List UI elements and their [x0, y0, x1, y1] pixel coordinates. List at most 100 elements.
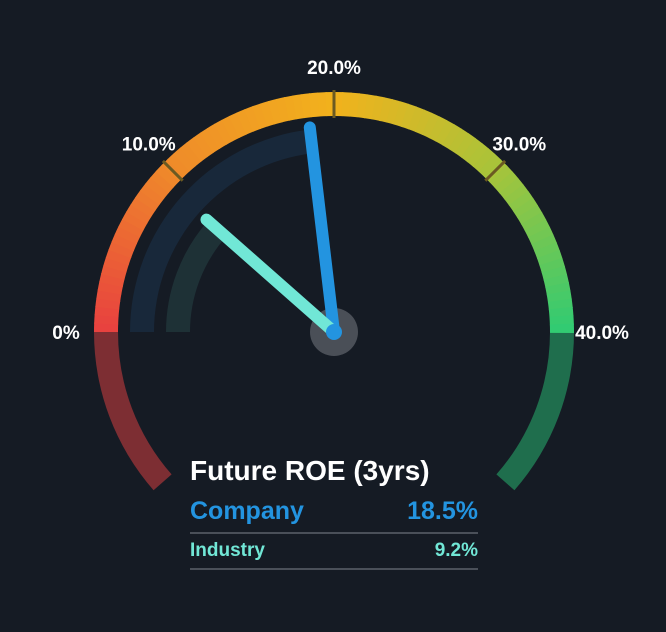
scale-arc-segment [414, 109, 433, 136]
scale-arc-segment [101, 264, 127, 280]
scale-arc-segment [144, 176, 170, 200]
scale-arc-segment [105, 249, 132, 266]
legend-row-company: Company 18.5% [190, 490, 478, 534]
legend-row-industry: Industry 9.2% [190, 534, 478, 570]
scale-arc-segment [371, 95, 385, 121]
scale-arc-segment [539, 257, 565, 274]
lower-right-arc [496, 332, 574, 491]
industry-value: 9.2% [434, 540, 478, 561]
scale-arc-segment [135, 190, 160, 212]
scale-arc-segment [524, 219, 551, 239]
scale-arc-segment [448, 128, 470, 154]
scale-arc-segment [221, 115, 241, 142]
scale-arc-segment [393, 101, 410, 127]
gauge-lower-arcs [94, 332, 574, 491]
gauge-tick-marks [161, 90, 507, 182]
scale-arc-segment [111, 233, 138, 252]
scale-arc-segment [534, 242, 560, 259]
scale-arc-segment [517, 204, 543, 225]
scale-arc-segment [173, 147, 196, 172]
industry-needle [200, 213, 340, 338]
scale-arc-segment [499, 177, 524, 200]
scale-arc-segment [513, 197, 539, 219]
scale-arc-segment [528, 226, 554, 245]
scale-arc-segment [508, 190, 534, 212]
scale-arc-segment [275, 97, 290, 123]
legend: Future ROE (3yrs) Company 18.5% Industry… [190, 452, 478, 570]
tick-label: 30.0% [492, 135, 546, 156]
scale-arc-segment [454, 133, 476, 158]
scale-arc-segment [267, 98, 283, 125]
scale-arc-segment [118, 218, 144, 238]
scale-arc-segment [167, 153, 191, 177]
company-needle [303, 121, 340, 338]
tick-label: 20.0% [307, 58, 361, 79]
scale-arc-segment [114, 225, 141, 245]
scale-arc-segment [99, 273, 125, 288]
scale-arc-segment [466, 142, 490, 168]
scale-arc-segment [334, 92, 344, 117]
scale-arc-segment [150, 170, 175, 194]
scale-arc-segment [341, 92, 352, 117]
gauge-value-arcs [130, 129, 313, 332]
tick-mark [484, 159, 507, 182]
scale-arc-segment [126, 204, 152, 224]
scale-arc-segment [308, 92, 320, 118]
scale-arc-segment [155, 164, 180, 188]
scale-arc-segment [199, 127, 221, 153]
scale-arc-segment [421, 112, 441, 139]
scale-arc-segment [103, 256, 129, 273]
scale-arc-segment [236, 109, 254, 135]
tick-mark [161, 159, 184, 182]
scale-arc-segment [472, 148, 496, 173]
scale-arc-segment [97, 281, 123, 295]
scale-arc-segment [531, 234, 557, 252]
scale-arc-segment [300, 93, 313, 119]
scale-arc-segment [489, 165, 513, 189]
tick-label: 10.0% [122, 135, 176, 156]
scale-arc-segment [478, 153, 502, 178]
scale-arc-segment [251, 103, 269, 130]
scale-arc-segment [192, 132, 214, 158]
industry-label: Industry [190, 540, 265, 561]
scale-arc-segment [244, 106, 261, 132]
scale-arc-segment [130, 196, 156, 218]
company-value: 18.5% [407, 496, 478, 525]
scale-arc-segment [541, 265, 568, 281]
gauge-needles [200, 121, 358, 356]
scale-arc-segment [543, 273, 569, 288]
chart-title: Future ROE (3yrs) [190, 455, 430, 486]
scale-arc-segment [317, 92, 328, 117]
industry-value-arc [166, 220, 226, 332]
lower-left-arc [94, 332, 172, 491]
scale-arc-segment [547, 298, 573, 311]
scale-arc-segment [94, 322, 119, 332]
scale-arc-segment [407, 106, 425, 133]
scale-arc-segment [549, 323, 575, 333]
scale-arc-segment [94, 314, 119, 325]
scale-arc-segment [442, 124, 462, 150]
scale-arc-segment [460, 137, 483, 163]
scale-arc-segment [259, 101, 276, 127]
scale-arc-segment [378, 97, 393, 123]
company-value-arc [130, 129, 313, 332]
scale-arc-segment [549, 315, 574, 326]
scale-arc-segment [122, 211, 148, 231]
scale-arc-segment [435, 120, 455, 146]
scale-arc-segment [428, 116, 448, 142]
scale-arc-segment [214, 119, 234, 145]
scale-arc-segment [400, 103, 417, 130]
scale-arc-segment [494, 171, 519, 194]
tick-label: 0% [52, 323, 80, 344]
company-label: Company [190, 496, 304, 525]
scale-arc-segment [536, 249, 563, 267]
scale-arc-segment [504, 184, 529, 206]
tick-label: 40.0% [575, 323, 629, 344]
needle-cap [326, 324, 342, 340]
gauge-scale-arc [94, 92, 575, 333]
scale-arc-segment [228, 112, 247, 138]
scale-arc-segment [179, 142, 202, 167]
scale-arc-segment [108, 241, 135, 259]
scale-arc-segment [206, 123, 227, 149]
